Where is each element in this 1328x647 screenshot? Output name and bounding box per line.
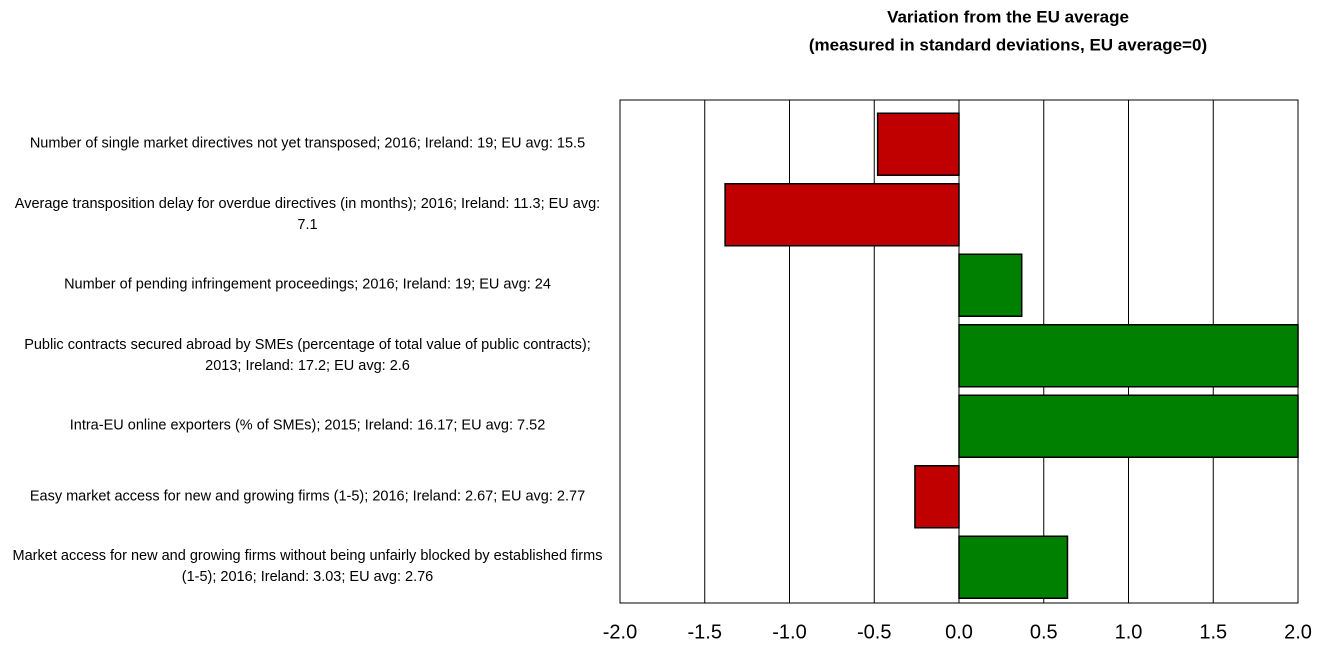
x-tick-label: 1.0 [1115,621,1143,643]
bar [724,183,960,247]
category-label: Average transposition delay for overdue … [14,195,601,233]
category-label: Number of single market directives not y… [29,135,586,152]
bar [958,394,1299,458]
x-tick-label: -1.0 [772,621,806,643]
category-label: Market access for new and growing firms … [12,548,603,586]
bar [958,324,1299,388]
x-tick-label: 2.0 [1284,621,1312,643]
x-tick-label: -1.5 [688,621,722,643]
x-tick-label: 1.5 [1199,621,1227,643]
bar [958,253,1023,317]
x-tick-label: -2.0 [603,621,637,643]
x-tick-label: 0.0 [945,621,973,643]
x-tick-label: 0.5 [1030,621,1058,643]
chart-title: Variation from the EU average [887,7,1129,26]
bar [876,112,960,176]
bar [914,465,960,529]
bar [958,535,1069,599]
category-label: Intra-EU online exporters (% of SMEs); 2… [69,417,546,434]
category-label: Number of pending infringement proceedin… [64,276,551,293]
x-tick-label: -0.5 [857,621,891,643]
chart-subtitle: (measured in standard deviations, EU ave… [809,35,1207,54]
category-label: Public contracts secured abroad by SMEs … [24,336,591,374]
category-label: Easy market access for new and growing f… [29,488,586,505]
